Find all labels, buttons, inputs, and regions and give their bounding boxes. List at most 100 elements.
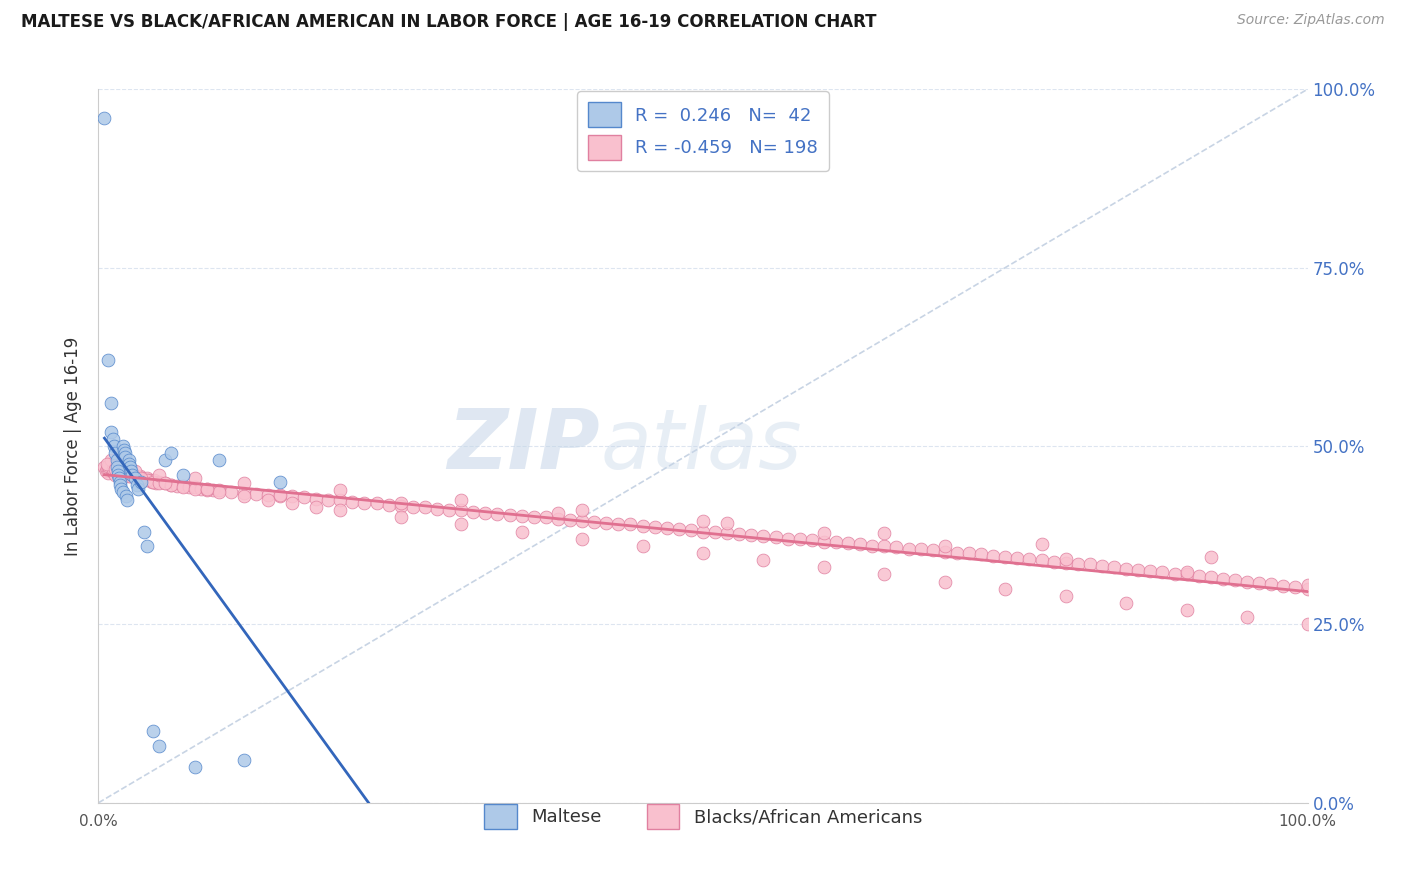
Point xyxy=(704,524,727,539)
Point xyxy=(946,546,969,560)
Point xyxy=(595,516,617,530)
Point xyxy=(111,439,134,453)
Point xyxy=(124,464,146,478)
Point xyxy=(1007,551,1029,566)
Point xyxy=(245,487,267,501)
Point xyxy=(232,489,254,503)
Point xyxy=(160,446,183,460)
Point xyxy=(679,523,702,537)
Point xyxy=(921,543,943,558)
Point xyxy=(134,524,156,539)
Point xyxy=(108,466,131,480)
Point xyxy=(105,460,128,475)
Point xyxy=(571,503,593,517)
Point xyxy=(107,467,129,482)
Point xyxy=(474,506,496,520)
Point xyxy=(94,464,117,478)
Point xyxy=(104,467,127,482)
Point xyxy=(104,446,127,460)
Point xyxy=(127,471,149,485)
Point xyxy=(1296,578,1319,592)
Point xyxy=(934,544,956,558)
Point xyxy=(135,539,157,553)
Point xyxy=(195,483,218,498)
Point xyxy=(96,457,118,471)
Point xyxy=(547,512,569,526)
Point xyxy=(153,476,176,491)
Point xyxy=(208,453,231,467)
Point xyxy=(402,500,425,514)
Point xyxy=(498,508,520,522)
Point xyxy=(148,476,170,491)
Point xyxy=(114,446,136,460)
Point xyxy=(107,464,129,478)
Point xyxy=(111,464,134,478)
Point xyxy=(619,517,641,532)
Point xyxy=(148,739,170,753)
Point xyxy=(897,541,920,556)
Point xyxy=(121,467,143,482)
Point xyxy=(1236,610,1258,624)
Point xyxy=(101,432,124,446)
Point xyxy=(98,462,121,476)
Point xyxy=(172,479,194,493)
Point xyxy=(232,753,254,767)
Point xyxy=(108,471,131,485)
Point xyxy=(114,466,136,480)
Point xyxy=(118,453,141,467)
Point xyxy=(142,724,165,739)
Point xyxy=(127,478,149,492)
Point xyxy=(100,425,122,439)
Point xyxy=(190,482,212,496)
Point xyxy=(450,517,472,532)
Point xyxy=(221,484,243,499)
Point xyxy=(281,496,304,510)
Point xyxy=(108,478,131,492)
Point xyxy=(970,548,993,562)
Text: atlas: atlas xyxy=(600,406,801,486)
Point xyxy=(184,471,207,485)
Point xyxy=(100,396,122,410)
Point xyxy=(571,532,593,546)
Point xyxy=(934,574,956,589)
Point xyxy=(97,458,120,473)
Point xyxy=(1163,566,1185,581)
Point xyxy=(129,471,152,485)
Point xyxy=(114,450,136,464)
Point xyxy=(101,464,124,478)
Point xyxy=(117,467,139,482)
Point xyxy=(1175,566,1198,580)
Point xyxy=(849,537,872,551)
Point xyxy=(184,482,207,496)
Point xyxy=(93,460,115,475)
Point xyxy=(886,541,908,555)
Point xyxy=(910,542,932,557)
Point xyxy=(776,532,799,546)
Point xyxy=(366,496,388,510)
Point xyxy=(1054,551,1077,566)
Point xyxy=(1249,576,1271,591)
Point xyxy=(153,476,176,491)
Point xyxy=(342,494,364,508)
Point xyxy=(97,466,120,480)
Point xyxy=(329,493,352,508)
Point xyxy=(105,453,128,467)
Point xyxy=(1188,569,1211,583)
Point xyxy=(1102,560,1125,574)
Point xyxy=(571,514,593,528)
Point xyxy=(107,464,129,478)
Point xyxy=(100,464,122,478)
Point xyxy=(1152,566,1174,580)
Point xyxy=(112,442,135,457)
Point xyxy=(716,526,738,541)
Point xyxy=(148,467,170,482)
Point xyxy=(208,483,231,498)
Point xyxy=(644,520,666,534)
Point xyxy=(692,546,714,560)
Point xyxy=(450,492,472,507)
Point xyxy=(111,460,134,475)
Point xyxy=(117,492,139,507)
Y-axis label: In Labor Force | Age 16-19: In Labor Force | Age 16-19 xyxy=(63,336,82,556)
Point xyxy=(534,510,557,524)
Point xyxy=(110,466,132,480)
